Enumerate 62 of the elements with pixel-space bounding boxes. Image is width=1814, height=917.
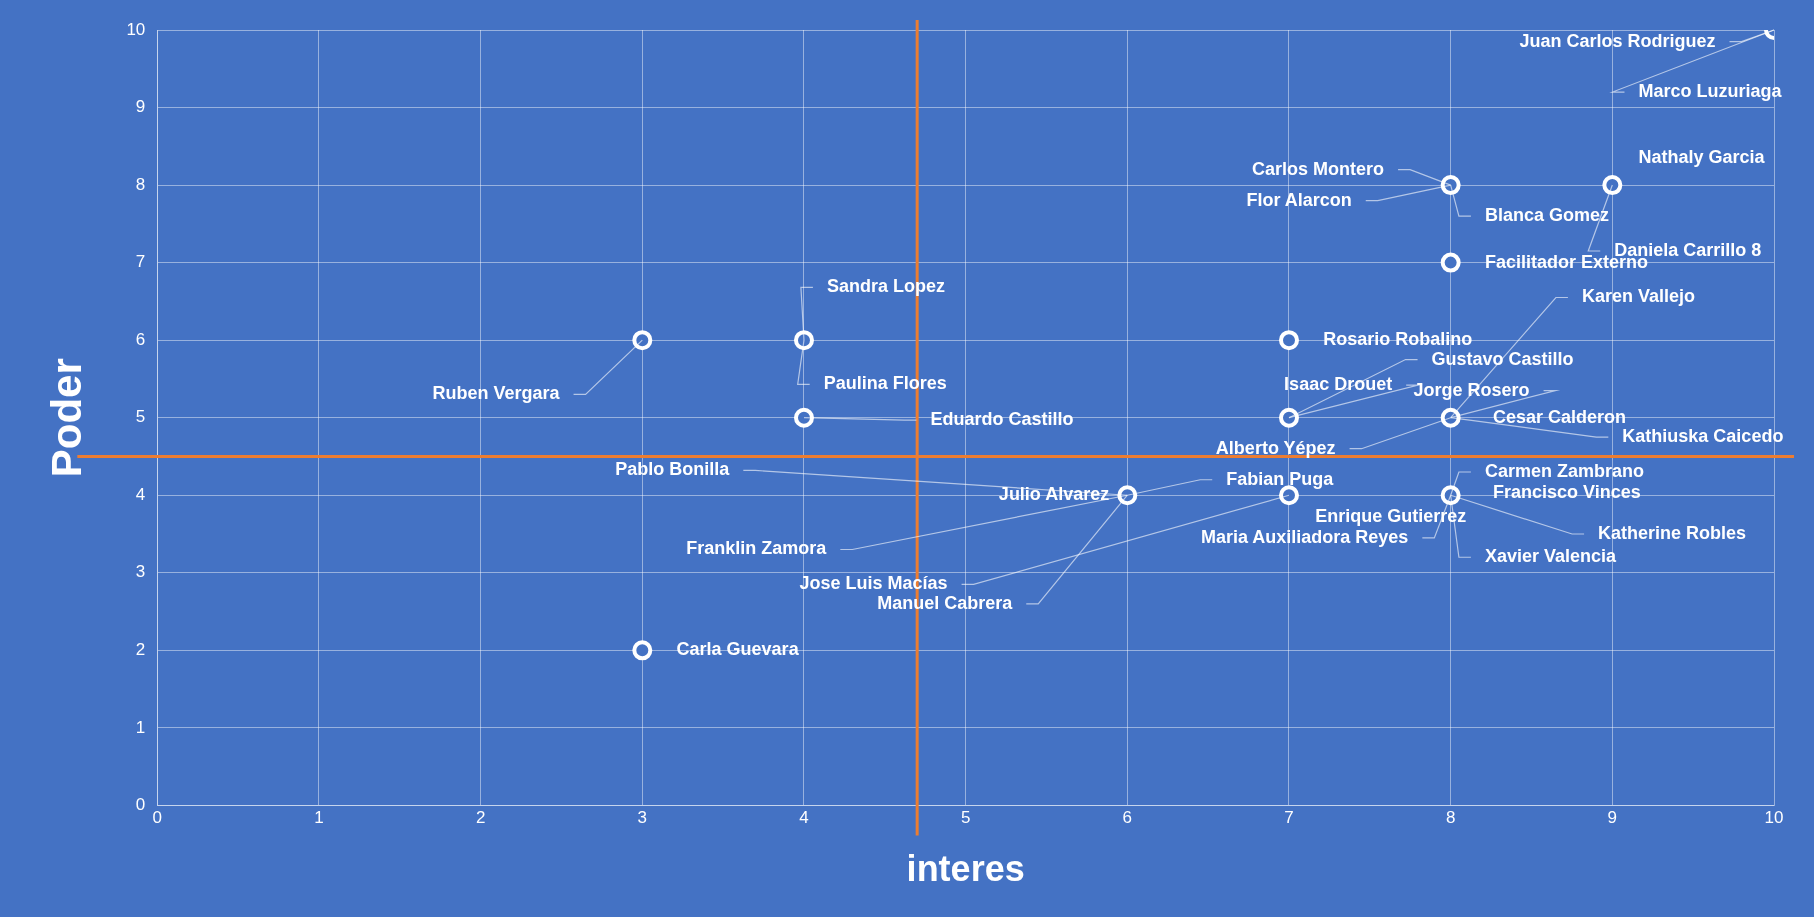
y-tick-label: 0 (135, 795, 146, 815)
annotation: Marco Luzuriaga (1638, 81, 1783, 101)
annotation: Fabian Puga (1226, 468, 1335, 489)
annotation: Enrique Gutierrez (1315, 505, 1467, 526)
annotation: Ruben Vergara (432, 383, 561, 404)
point (1117, 485, 1138, 506)
annotation: Pablo Bonilla (615, 459, 731, 480)
annotation: Maria Auxiliadora Reyes (1200, 526, 1409, 547)
y-tick-label: 4 (135, 484, 146, 504)
x-tick-label: 3 (637, 808, 648, 828)
point (1278, 330, 1299, 351)
annotation: Gustavo Castillo (1431, 348, 1574, 369)
point (1602, 175, 1623, 196)
annotation: Xavier Valencia (1484, 546, 1617, 567)
x-tick-label: 6 (1122, 808, 1133, 828)
point (1440, 407, 1461, 428)
y-axis-title: Poder (42, 358, 90, 478)
point (1440, 485, 1461, 506)
y-tick-label: 3 (135, 562, 146, 582)
y-tick-label: 5 (135, 407, 146, 427)
annotation: Alberto Yépez (1215, 437, 1336, 458)
annotation: Carla Guevara (676, 639, 800, 660)
x-tick-label: 8 (1445, 808, 1456, 828)
point (793, 330, 814, 351)
y-tick-label: 1 (135, 717, 146, 737)
y-tick-label: 8 (135, 174, 146, 194)
point (793, 407, 814, 428)
annotation: Nathaly Garcia (1638, 146, 1766, 167)
annotation: Carlos Montero (1252, 158, 1385, 179)
annotation: Cesar Calderon (1493, 406, 1627, 427)
x-tick-label: 2 (475, 808, 486, 828)
annotation: Karen Vallejo (1581, 286, 1695, 307)
point (1440, 175, 1461, 196)
annotation: Jorge Rosero (1413, 379, 1530, 400)
y-tick-label: 9 (135, 97, 146, 117)
x-tick-label: 5 (960, 808, 971, 828)
y-tick-label: 6 (135, 329, 146, 349)
x-tick-label: 1 (314, 808, 324, 828)
annotation: Rosario Robalino (1323, 329, 1473, 350)
annotation: Kathiuska Caicedo (1622, 426, 1784, 447)
point (1440, 252, 1461, 273)
x-axis-title: interes (906, 848, 1025, 890)
annotation: Juan Carlos Rodriguez (1519, 30, 1716, 51)
point (632, 640, 653, 661)
annotation: Francisco Vinces (1493, 481, 1641, 502)
annotation: Carmen Zambrano (1484, 460, 1644, 481)
x-tick-label: 0 (152, 808, 163, 828)
x-tick-label: 9 (1607, 808, 1618, 828)
annotation: Katherine Robles (1598, 522, 1747, 543)
point (1278, 407, 1299, 428)
y-tick-label: 7 (135, 252, 146, 272)
y-tick-label: 2 (135, 640, 146, 660)
point (632, 330, 653, 351)
y-tick-label: 10 (126, 19, 146, 39)
annotation: Franklin Zamora (686, 538, 828, 559)
annotation: Julio Alvarez (998, 484, 1110, 505)
annotation: Blanca Gomez (1484, 205, 1609, 226)
annotation: Flor Alarcon (1246, 189, 1352, 210)
x-tick-label: 4 (799, 808, 809, 828)
x-tick-label: 10 (1764, 808, 1784, 828)
annotation: Eduardo Castillo (930, 408, 1074, 429)
x-tick-label: 7 (1284, 808, 1294, 828)
